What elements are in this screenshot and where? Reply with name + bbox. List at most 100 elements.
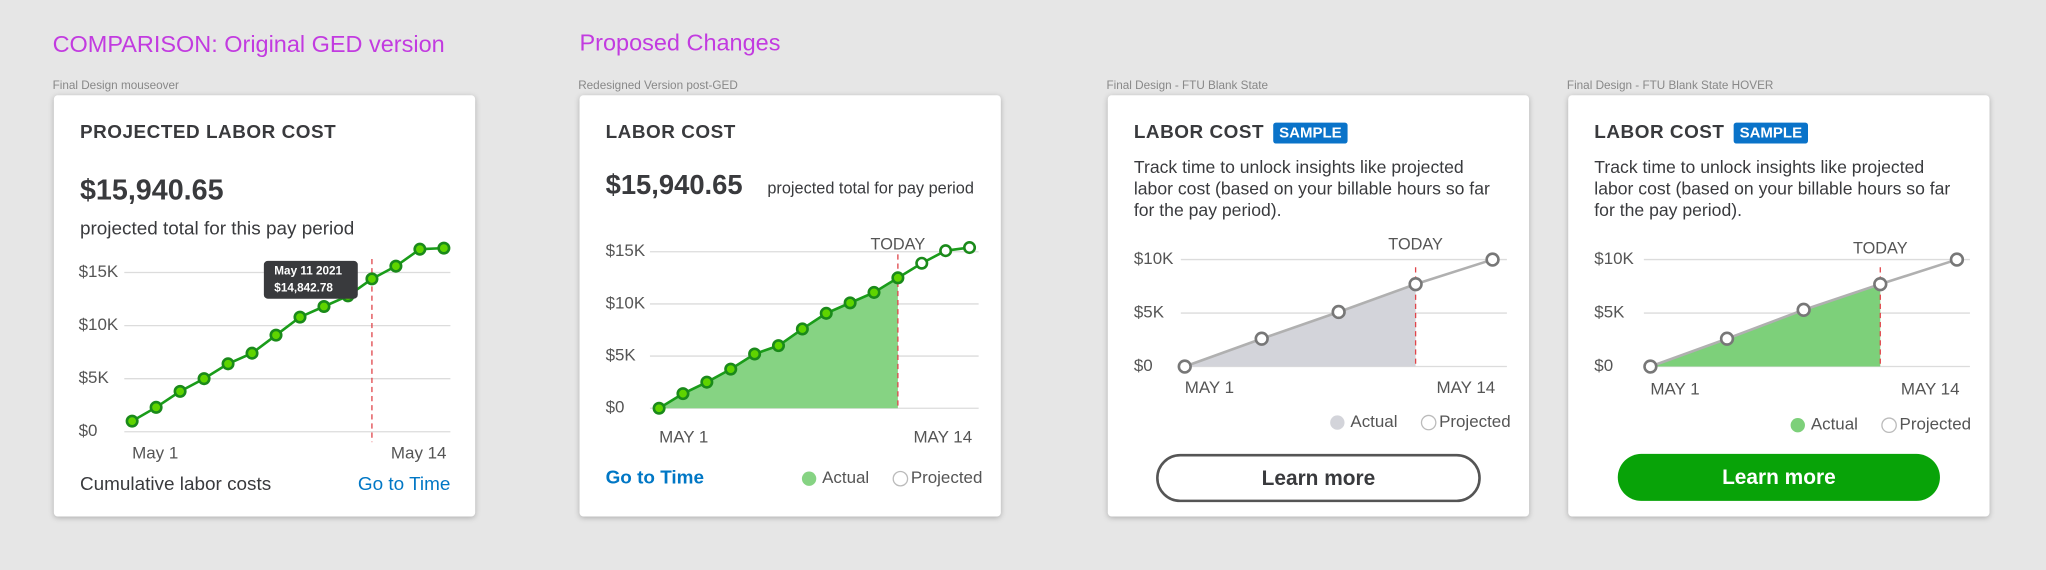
legend-label: Projected xyxy=(1439,412,1511,431)
x-tick-label: MAY 1 xyxy=(1650,379,1699,398)
footer-label: Cumulative labor costs xyxy=(80,474,271,495)
point xyxy=(365,272,379,286)
point xyxy=(963,241,977,255)
x-tick-label: May 1 xyxy=(132,443,178,462)
point xyxy=(389,259,403,273)
legend-label: Actual xyxy=(1811,415,1858,434)
point xyxy=(293,310,307,324)
subtitle: projected total for pay period xyxy=(767,179,974,197)
x-tick-label: MAY 1 xyxy=(1185,378,1234,397)
heading: COMPARISON: Original GED version xyxy=(53,31,445,57)
point xyxy=(1408,276,1423,292)
legend-swatch xyxy=(1881,417,1897,434)
y-tick-label: $10K xyxy=(79,315,119,334)
card xyxy=(1568,95,1990,517)
card-title: LABOR COST xyxy=(606,122,736,143)
y-tick-label: $0 xyxy=(79,421,98,440)
learn-more-button[interactable] xyxy=(1156,453,1481,503)
badge-label: SAMPLE xyxy=(1279,125,1342,142)
caption: Redesigned Version post-GED xyxy=(578,79,738,92)
legend-swatch xyxy=(1330,415,1345,430)
x-tick-label: MAY 14 xyxy=(913,428,972,447)
legend-label: Projected xyxy=(1900,415,1972,434)
x-tick-label: May 14 xyxy=(391,443,447,462)
learn-more-label[interactable]: Learn more xyxy=(1262,467,1376,490)
legend-label: Actual xyxy=(1350,412,1397,431)
point xyxy=(1719,331,1735,346)
legend-label: Projected xyxy=(911,468,983,487)
point xyxy=(652,401,666,415)
y-tick-label: $0 xyxy=(606,398,625,417)
description: for the pay period). xyxy=(1134,200,1282,220)
x-tick-label: MAY 14 xyxy=(1436,378,1495,397)
description: labor cost (based on your billable hours… xyxy=(1134,178,1490,198)
go-to-time-link[interactable]: Go to Time xyxy=(358,474,450,495)
badge xyxy=(1733,122,1809,144)
point xyxy=(197,372,211,386)
caption: Final Design - FTU Blank State HOVER xyxy=(1567,79,1773,92)
point xyxy=(748,347,762,361)
today-label: TODAY xyxy=(871,236,926,254)
point xyxy=(317,299,331,314)
heading: Proposed Changes xyxy=(580,30,781,56)
point xyxy=(939,244,953,258)
card-title: LABOR COST xyxy=(1134,122,1264,143)
y-tick-label: $15K xyxy=(606,241,646,260)
point xyxy=(245,346,259,360)
point xyxy=(269,328,283,342)
caption: Final Design mouseover xyxy=(53,79,179,92)
x-tick-label: MAY 14 xyxy=(1901,379,1960,398)
point xyxy=(149,400,163,414)
learn-more-button[interactable] xyxy=(1617,453,1940,501)
description: labor cost (based on your billable hours… xyxy=(1594,178,1950,198)
tooltip-value: $14,842.78 xyxy=(274,281,333,294)
y-tick-label: $15K xyxy=(79,262,119,281)
today-label: TODAY xyxy=(1388,236,1443,254)
point xyxy=(771,339,786,353)
card xyxy=(579,95,1001,517)
y-tick-label: $10K xyxy=(1594,249,1634,268)
card xyxy=(1107,95,1530,517)
card-title: LABOR COST xyxy=(1594,122,1724,143)
description: Track time to unlock insights like proje… xyxy=(1134,157,1464,177)
y-tick-label: $0 xyxy=(1134,356,1153,375)
subtitle: projected total for this pay period xyxy=(80,219,354,240)
point xyxy=(221,357,235,371)
legend-swatch xyxy=(892,470,909,487)
point xyxy=(819,306,833,320)
y-tick-label: $5K xyxy=(1134,303,1165,322)
caption: Final Design - FTU Blank State xyxy=(1106,79,1268,92)
badge-label: SAMPLE xyxy=(1740,125,1803,142)
point xyxy=(173,384,187,398)
point xyxy=(413,242,427,256)
y-tick-label: $5K xyxy=(1594,303,1625,322)
point xyxy=(1643,359,1658,374)
description: Track time to unlock insights like proje… xyxy=(1594,157,1924,177)
point xyxy=(867,285,881,299)
x-tick-label: MAY 1 xyxy=(659,428,708,447)
y-tick-label: $5K xyxy=(606,346,637,365)
point xyxy=(1873,276,1888,292)
legend-label: Actual xyxy=(822,468,869,487)
y-tick-label: $0 xyxy=(1594,356,1613,375)
y-tick-label: $10K xyxy=(606,293,646,312)
point xyxy=(676,387,690,401)
point xyxy=(724,362,738,376)
tooltip-date: May 11 2021 xyxy=(274,264,342,277)
point xyxy=(125,414,139,428)
point xyxy=(1254,331,1269,346)
amount: $15,940.65 xyxy=(80,174,224,206)
point xyxy=(1485,252,1500,267)
point xyxy=(843,296,857,310)
legend-swatch xyxy=(801,471,817,486)
legend-swatch xyxy=(1790,418,1805,433)
go-to-time-link[interactable]: Go to Time xyxy=(606,468,704,489)
point xyxy=(795,322,809,336)
learn-more-label[interactable]: Learn more xyxy=(1722,466,1836,489)
legend-swatch xyxy=(1420,414,1437,431)
today-label: TODAY xyxy=(1853,239,1908,257)
point xyxy=(1177,359,1192,374)
tooltip xyxy=(263,260,358,299)
